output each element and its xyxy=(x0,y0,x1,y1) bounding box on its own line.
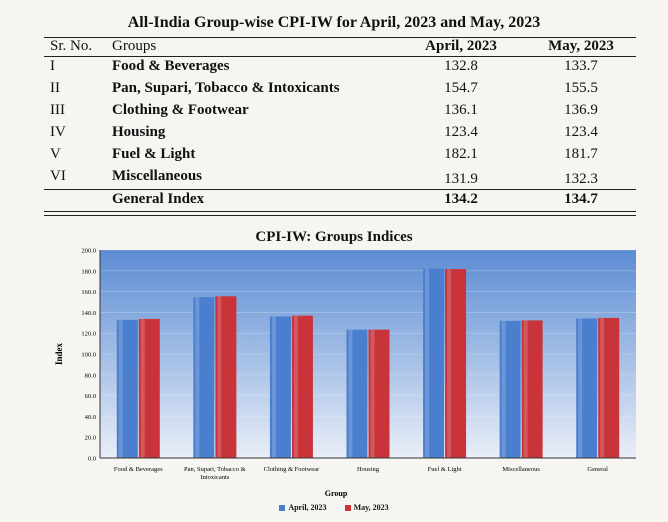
bar-highlight xyxy=(370,329,375,458)
y-tick-label: 40.0 xyxy=(85,414,96,421)
bar-may xyxy=(368,329,390,458)
x-tick-label: Housing xyxy=(357,466,380,473)
x-axis-label: Group xyxy=(325,489,348,498)
row-may: 155.5 xyxy=(564,80,598,96)
bar-highlight xyxy=(501,320,506,458)
header-rule xyxy=(44,56,636,57)
bar-highlight xyxy=(447,269,452,458)
chart-title: CPI-IW: Groups Indices xyxy=(255,229,413,245)
row-sr: II xyxy=(50,80,60,96)
row-group: Pan, Supari, Tobacco & Intoxicants xyxy=(112,80,340,96)
row-group: General Index xyxy=(112,191,205,207)
bar-highlight xyxy=(217,296,222,458)
bar-may xyxy=(598,317,620,458)
row-group: Fuel & Light xyxy=(112,146,196,162)
x-tick-label: Fuel & Light xyxy=(428,466,462,473)
bar-april xyxy=(576,318,598,458)
plot-area xyxy=(100,250,636,458)
y-axis-ticks: 0.0 20.0 40.0 60.0 80.0 100.0 120.0 140.0 160.0 1… xyxy=(81,248,96,463)
row-may: 123.4 xyxy=(564,124,598,140)
header-groups: Groups xyxy=(112,38,157,54)
x-axis-ticks: Food & Beverages Pan, Supari, Tobacco & In… xyxy=(114,466,608,481)
row-april: 136.1 xyxy=(444,102,478,118)
bar-highlight xyxy=(195,297,200,458)
bar-highlight xyxy=(600,317,605,458)
legend-item-april: April, 2023 xyxy=(279,503,327,512)
row-group: Clothing & Footwear xyxy=(112,102,249,118)
y-tick-label: 180.0 xyxy=(81,268,96,275)
x-tick-label: Clothing & Footwear xyxy=(264,466,320,473)
row-may: 133.7 xyxy=(564,58,598,74)
row-sr: IV xyxy=(50,124,66,140)
row-april: 131.9 xyxy=(444,171,478,187)
y-tick-label: 0.0 xyxy=(88,456,96,463)
bar-may xyxy=(138,318,160,458)
bar-april xyxy=(116,319,138,458)
y-tick-label: 100.0 xyxy=(81,352,96,359)
header-sr-no: Sr. No. xyxy=(50,38,93,54)
bar-highlight xyxy=(578,318,583,458)
row-sr: VI xyxy=(50,168,66,184)
bar-may xyxy=(445,269,467,458)
y-tick-label: 60.0 xyxy=(85,393,96,400)
bar-highlight xyxy=(140,318,145,458)
x-tick-label: Miscellaneous xyxy=(502,466,540,473)
row-april: 154.7 xyxy=(444,80,478,96)
header-may: May, 2023 xyxy=(548,38,614,54)
bar-highlight xyxy=(118,319,123,458)
y-axis-label: Index xyxy=(54,343,64,366)
y-tick-label: 140.0 xyxy=(81,310,96,317)
row-may: 132.3 xyxy=(564,171,598,187)
y-tick-label: 200.0 xyxy=(81,248,96,255)
bar-april xyxy=(269,316,291,458)
legend-swatch-april xyxy=(279,504,286,511)
y-tick-label: 80.0 xyxy=(85,372,96,379)
bar-highlight xyxy=(271,316,276,458)
row-april: 182.1 xyxy=(444,146,478,162)
bar-april xyxy=(346,329,368,458)
bar-april xyxy=(193,297,215,458)
legend-item-may: May, 2023 xyxy=(344,503,389,512)
header-april: April, 2023 xyxy=(425,38,497,54)
bar-highlight xyxy=(425,268,430,458)
row-sr: III xyxy=(50,102,65,118)
bar-april xyxy=(499,320,521,458)
y-tick-label: 120.0 xyxy=(81,331,96,338)
bar-may xyxy=(521,320,543,458)
bar-highlight xyxy=(348,329,353,458)
row-may: 181.7 xyxy=(564,146,598,162)
row-group: Housing xyxy=(112,124,166,140)
legend-label-april: April, 2023 xyxy=(288,503,327,512)
table-title: All-India Group-wise CPI-IW for April, 2… xyxy=(127,14,541,31)
row-may: 134.7 xyxy=(564,191,598,207)
bar-may xyxy=(291,315,313,458)
x-tick-label: Food & Beverages xyxy=(114,466,163,473)
row-group: Miscellaneous xyxy=(112,168,202,184)
row-sr: V xyxy=(50,146,61,162)
y-tick-label: 160.0 xyxy=(81,289,96,296)
x-tick-label: Pan, Supari, Tobacco & Intoxicants xyxy=(184,466,246,481)
bars xyxy=(116,268,620,458)
legend-swatch-may xyxy=(344,504,351,511)
bar-highlight xyxy=(523,320,528,458)
row-group: Food & Beverages xyxy=(112,58,230,74)
row-may: 136.9 xyxy=(564,102,598,118)
legend: April, 2023 May, 2023 xyxy=(0,503,668,513)
bar-may xyxy=(215,296,237,458)
y-tick-label: 20.0 xyxy=(85,435,96,442)
row-sr: I xyxy=(50,58,55,74)
row-april: 123.4 xyxy=(444,124,478,140)
bar-highlight xyxy=(293,315,298,458)
row-april: 134.2 xyxy=(444,191,478,207)
legend-label-may: May, 2023 xyxy=(353,503,389,512)
general-top-rule xyxy=(44,189,636,190)
table-top-rule xyxy=(44,37,636,38)
x-tick-label: General xyxy=(587,466,608,473)
row-april: 132.8 xyxy=(444,58,478,74)
table-bottom-rule xyxy=(44,211,636,216)
bar-april xyxy=(423,268,445,458)
